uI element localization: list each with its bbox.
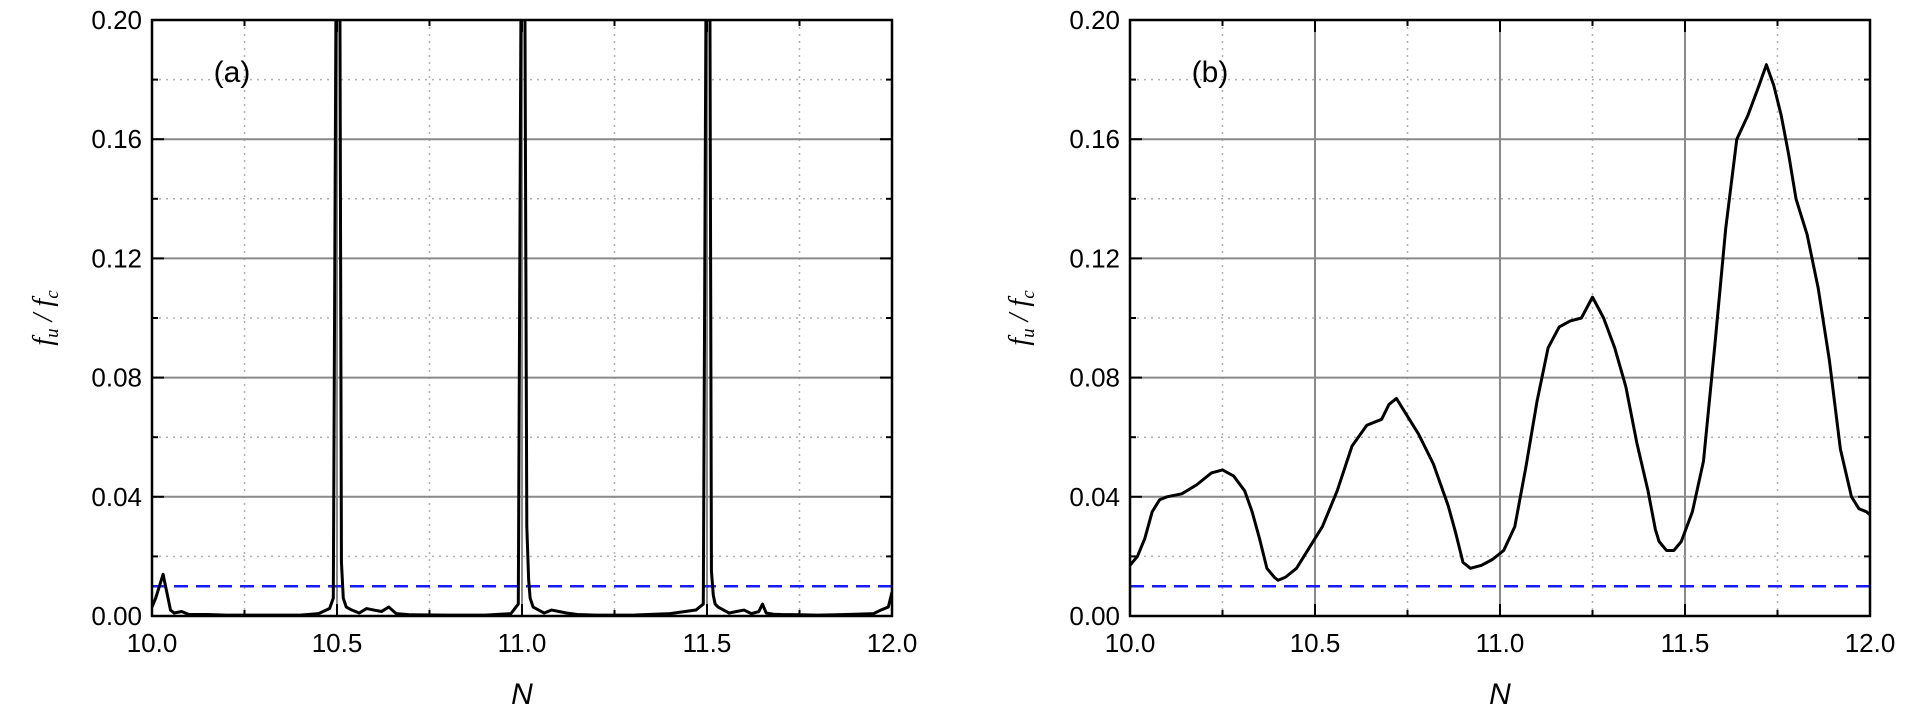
x-tick-label: 11.0 (1476, 628, 1525, 658)
y-axis-title-part: u (1018, 328, 1039, 338)
x-tick-label: 12.0 (867, 628, 918, 658)
x-tick-label: 10.0 (127, 628, 178, 658)
x-tick-label: 11.0 (498, 628, 547, 658)
y-axis-title-part: c (42, 290, 63, 299)
y-axis-title-part: f (28, 296, 59, 307)
x-tick-label: 12.0 (1845, 628, 1896, 658)
y-axis-title-part: / (28, 307, 59, 329)
grid (152, 20, 892, 616)
y-tick-label: 0.16 (1069, 124, 1120, 154)
x-axis-title: N (511, 678, 533, 711)
x-tick-label: 10.5 (1290, 628, 1341, 658)
y-tick-label: 0.16 (91, 124, 142, 154)
y-axis-title-part: c (1018, 290, 1039, 299)
y-tick-label: 0.04 (91, 482, 142, 512)
grid (1130, 20, 1870, 616)
x-tick-label: 10.0 (1105, 628, 1156, 658)
y-tick-label: 0.12 (91, 243, 142, 273)
y-tick-label: 0.20 (1069, 5, 1120, 35)
y-axis-title-part: / (1004, 307, 1035, 329)
x-tick-label: 10.5 (312, 628, 363, 658)
y-tick-label: 0.20 (91, 5, 142, 35)
y-axis-title-part: f (28, 335, 59, 346)
x-axis-title: N (1489, 678, 1511, 711)
y-tick-label: 0.00 (1069, 601, 1120, 631)
y-tick-label: 0.04 (1069, 482, 1120, 512)
y-axis-title-part: f (1004, 335, 1035, 346)
panel-label: (a) (214, 56, 251, 89)
y-tick-label: 0.08 (1069, 363, 1120, 393)
y-axis-title-part: f (1004, 296, 1035, 307)
y-tick-label: 0.00 (91, 601, 142, 631)
y-axis-title-part: u (42, 328, 63, 338)
series-line (152, 20, 892, 616)
y-axis-title: fu / fc (28, 290, 63, 346)
y-tick-label: 0.12 (1069, 243, 1120, 273)
y-tick-label: 0.08 (91, 363, 142, 393)
x-tick-label: 11.5 (1661, 628, 1710, 658)
panel-a: 10.0 10.5 11.0 11.5 12.0 0.00 0.04 0.08 0.12 0.16… (28, 5, 918, 711)
y-axis-title: fu / fc (1004, 290, 1039, 346)
series-line (1130, 63, 1870, 582)
x-tick-label: 11.5 (683, 628, 732, 658)
panel-label: (b) (1192, 56, 1229, 89)
